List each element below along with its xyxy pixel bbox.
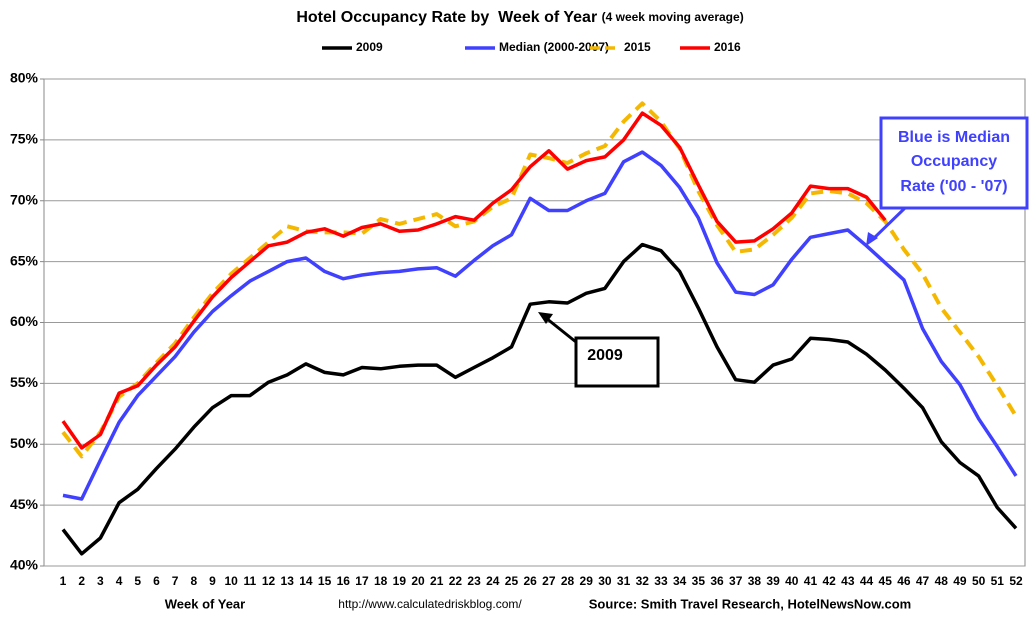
annotation-text: Blue is Median <box>898 129 1010 146</box>
chart-subtitle: (4 week moving average) <box>602 10 744 24</box>
annotation-text: Rate ('00 - '07) <box>900 178 1007 195</box>
x-tick-label: 30 <box>598 574 612 588</box>
y-tick-label: 60% <box>10 313 39 329</box>
legend-label: 2015 <box>624 40 651 54</box>
x-tick-label: 22 <box>449 574 463 588</box>
x-tick-label: 45 <box>879 574 893 588</box>
x-tick-label: 19 <box>393 574 407 588</box>
x-tick-label: 18 <box>374 574 388 588</box>
x-tick-label: 14 <box>299 574 313 588</box>
x-tick-label: 49 <box>953 574 967 588</box>
x-tick-label: 20 <box>411 574 425 588</box>
x-tick-label: 2 <box>78 574 85 588</box>
legend-label: Median (2000-2007) <box>499 40 609 54</box>
x-tick-label: 43 <box>841 574 855 588</box>
x-tick-label: 10 <box>224 574 238 588</box>
x-tick-label: 7 <box>172 574 179 588</box>
chart-title: Hotel Occupancy Rate by Week of Year <box>296 9 597 26</box>
legend-item: Median (2000-2007) <box>465 40 609 54</box>
x-tick-label: 16 <box>337 574 351 588</box>
annotation-arrow <box>545 316 577 344</box>
y-tick-label: 75% <box>10 131 39 147</box>
x-tick-label: 24 <box>486 574 500 588</box>
footer-url: http://www.calculatedriskblog.com/ <box>338 597 522 611</box>
x-tick-label: 6 <box>153 574 160 588</box>
x-tick-label: 51 <box>991 574 1005 588</box>
chart-title-line: Hotel Occupancy Rate by Week of Year (4 … <box>296 9 743 26</box>
y-tick-label: 70% <box>10 191 39 207</box>
x-tick-label: 37 <box>729 574 743 588</box>
x-tick-label: 26 <box>523 574 537 588</box>
x-tick-label: 52 <box>1009 574 1023 588</box>
x-tick-label: 35 <box>692 574 706 588</box>
x-tick-label: 15 <box>318 574 332 588</box>
x-tick-label: 42 <box>822 574 836 588</box>
x-tick-label: 50 <box>972 574 986 588</box>
x-tick-label: 32 <box>636 574 650 588</box>
x-tick-label: 9 <box>209 574 216 588</box>
annotation-text: 2009 <box>587 347 623 364</box>
x-tick-label: 25 <box>505 574 519 588</box>
x-tick-label: 44 <box>860 574 874 588</box>
x-tick-label: 41 <box>804 574 818 588</box>
y-tick-label: 45% <box>10 496 39 512</box>
x-tick-label: 48 <box>935 574 949 588</box>
x-tick-label: 8 <box>190 574 197 588</box>
annotation-box <box>879 116 1029 210</box>
x-tick-label: 1 <box>60 574 67 588</box>
annotation-box <box>574 336 660 388</box>
x-axis-label: Week of Year <box>165 596 245 611</box>
y-tick-label: 55% <box>10 374 39 390</box>
legend-item: 2016 <box>680 40 741 54</box>
x-tick-label: 34 <box>673 574 687 588</box>
y-tick-label: 80% <box>10 70 39 86</box>
x-tick-label: 38 <box>748 574 762 588</box>
x-tick-label: 12 <box>262 574 276 588</box>
footer-source: Source: Smith Travel Research, HotelNews… <box>589 596 911 611</box>
plot: 40%45%50%55%60%65%70%75%80%1 2 3 4 5 6 7 8 9 10 11… <box>10 70 1026 588</box>
x-tick-label: 17 <box>355 574 369 588</box>
y-tick-label: 40% <box>10 557 39 573</box>
x-tick-label: 28 <box>561 574 575 588</box>
x-tick-label: 27 <box>542 574 556 588</box>
x-tick-label: 11 <box>244 574 257 588</box>
x-tick-label: 40 <box>785 574 799 588</box>
x-tick-label: 21 <box>430 574 444 588</box>
legend-item: 2015 <box>590 40 651 54</box>
x-tick-label: 46 <box>897 574 911 588</box>
annotation-arrowhead <box>866 232 878 246</box>
legend-item: 2009 <box>322 40 383 54</box>
x-tick-label: 4 <box>116 574 123 588</box>
x-tick-label: 47 <box>916 574 930 588</box>
series-line <box>61 242 1018 556</box>
x-tick-label: 5 <box>134 574 141 588</box>
annotation-text: Occupancy <box>911 153 997 170</box>
annotation-arrow <box>870 206 907 242</box>
x-tick-label: 31 <box>617 574 631 588</box>
y-tick-label: 50% <box>10 435 39 451</box>
y-tick-label: 65% <box>10 252 39 268</box>
x-tick-label: 36 <box>710 574 724 588</box>
series-line <box>61 101 1018 459</box>
x-tick-label: 39 <box>766 574 780 588</box>
x-tick-label: 13 <box>281 574 295 588</box>
annotation-arrowhead <box>538 312 553 324</box>
legend-label: 2009 <box>356 40 383 54</box>
x-tick-label: 29 <box>580 574 594 588</box>
series-line <box>62 150 1018 501</box>
x-tick-label: 3 <box>97 574 104 588</box>
x-tick-label: 33 <box>654 574 668 588</box>
legend-label: 2016 <box>714 40 741 54</box>
series-line <box>61 111 887 450</box>
x-tick-label: 23 <box>467 574 481 588</box>
